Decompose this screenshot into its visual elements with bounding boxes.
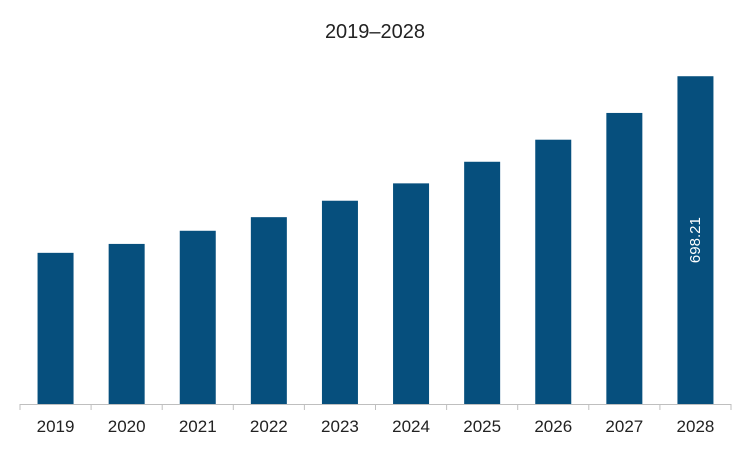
x-tick-label-2028: 2028 — [677, 417, 715, 436]
bar-2019 — [37, 252, 74, 404]
x-tick-label-2024: 2024 — [392, 417, 430, 436]
x-tick-label-2027: 2027 — [605, 417, 643, 436]
bar-2024 — [393, 183, 430, 404]
x-tick-label-2026: 2026 — [534, 417, 572, 436]
x-tick-label-2019: 2019 — [37, 417, 75, 436]
bar-2026 — [535, 139, 572, 405]
bar-2027 — [606, 112, 643, 404]
bar-2028 — [677, 76, 714, 405]
bar-2025 — [464, 161, 501, 404]
data-labels-group: 698.21 — [687, 217, 704, 263]
bar-2022 — [250, 217, 287, 404]
bar-2023 — [321, 200, 358, 404]
x-tick-label-2023: 2023 — [321, 417, 359, 436]
data-label-2028: 698.21 — [687, 217, 704, 263]
x-tick-label-2020: 2020 — [108, 417, 146, 436]
x-axis: 2019 2020 2021 2022 2023 2024 2025 2026 2027 2028 — [19, 404, 732, 436]
bar-2020 — [108, 243, 145, 404]
x-tick-label-2022: 2022 — [250, 417, 288, 436]
x-tick-label-2025: 2025 — [463, 417, 501, 436]
chart-title: 2019–2028 — [325, 21, 425, 43]
bars-group — [37, 76, 714, 405]
x-tick-label-2021: 2021 — [179, 417, 217, 436]
bar-2021 — [179, 230, 216, 404]
